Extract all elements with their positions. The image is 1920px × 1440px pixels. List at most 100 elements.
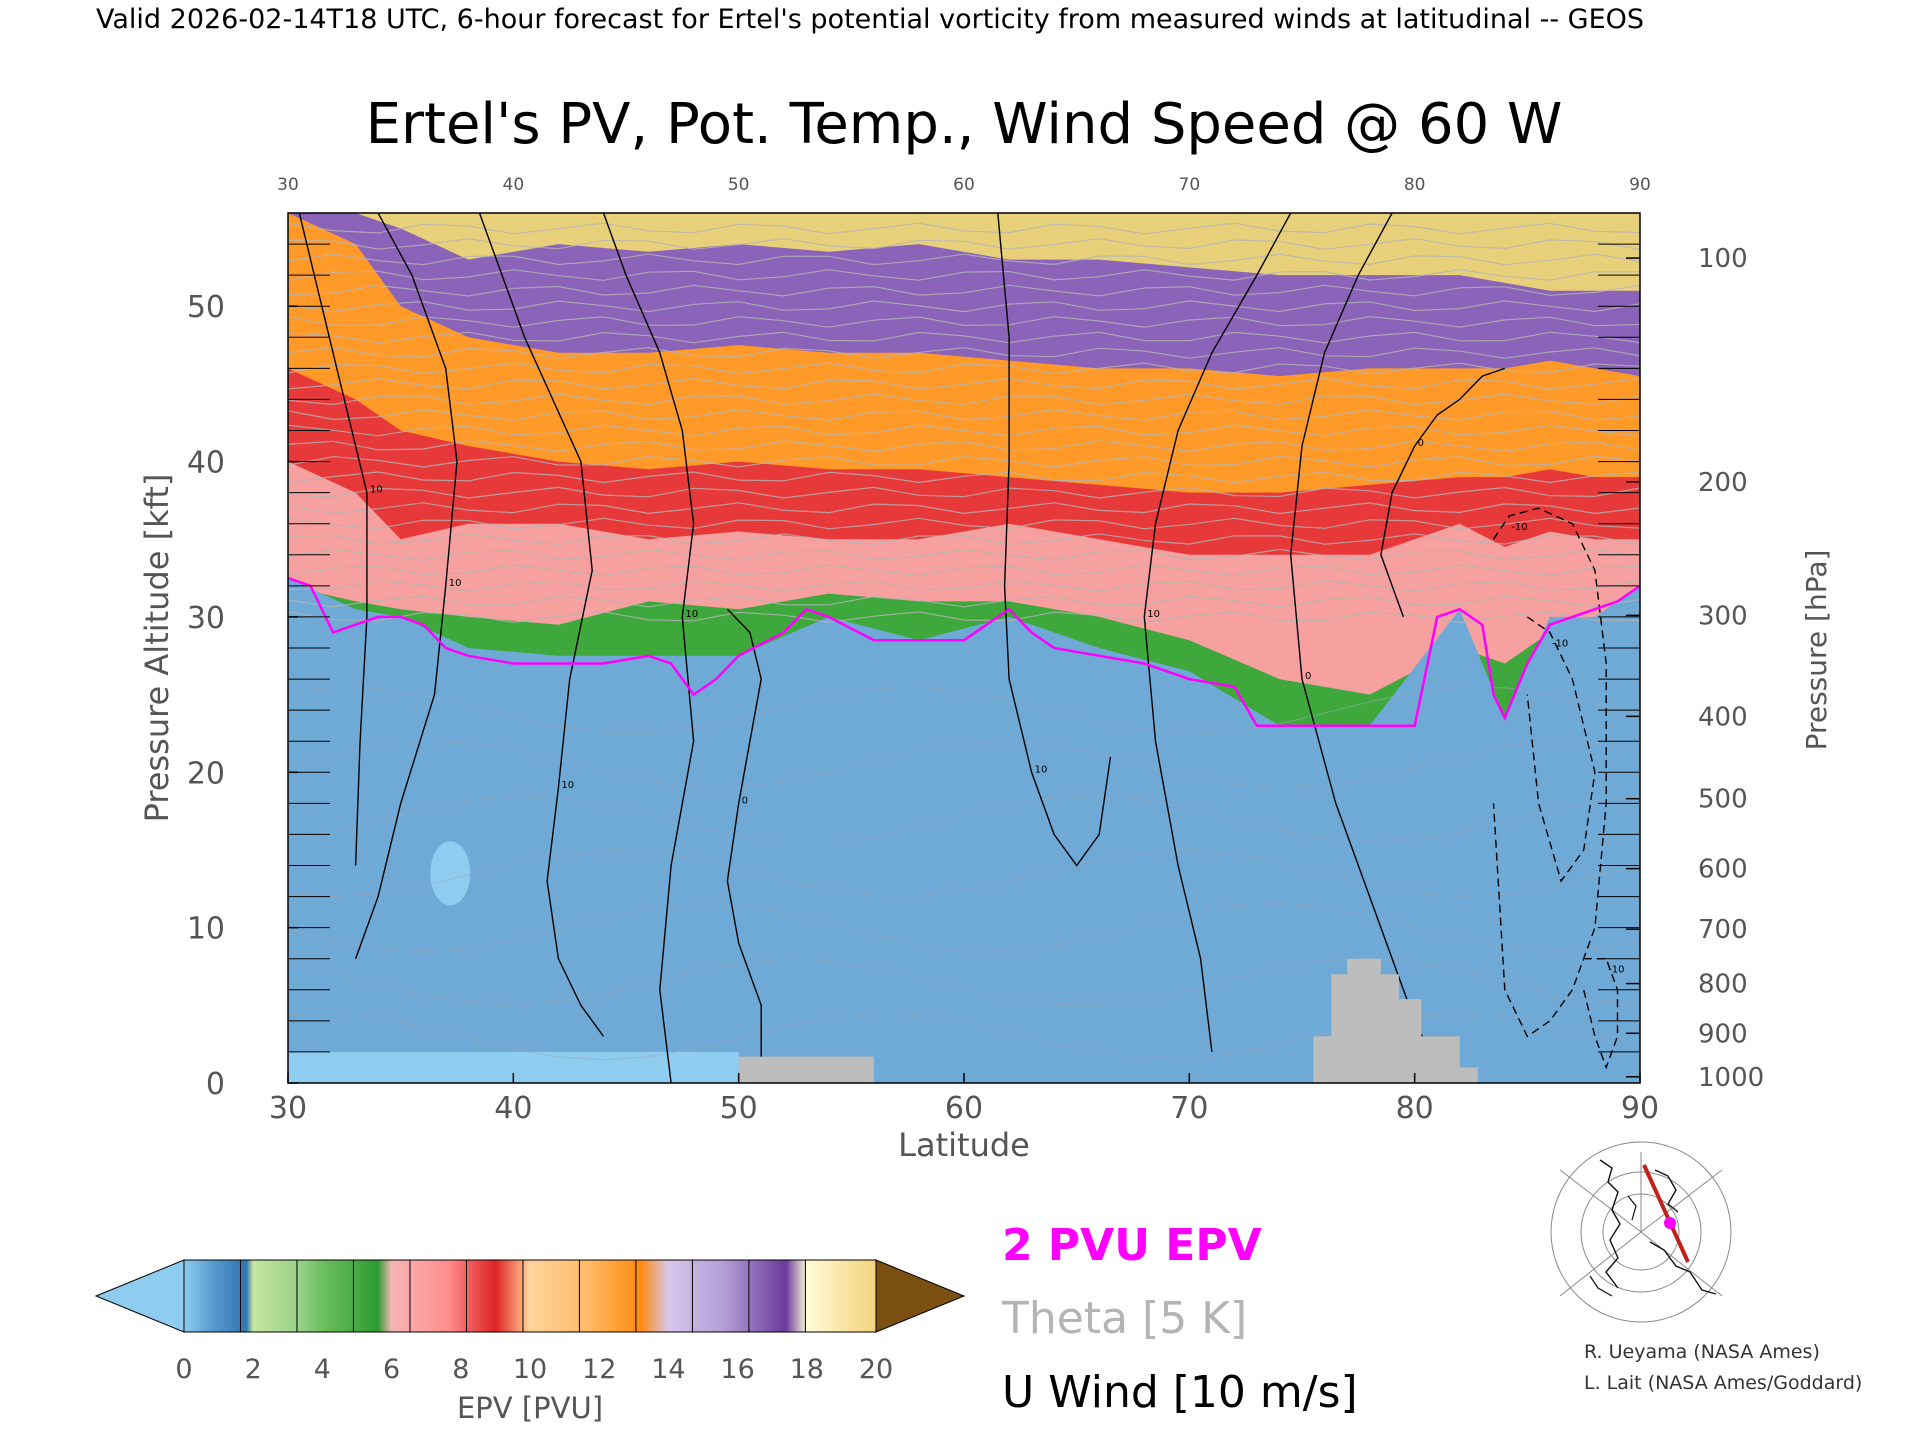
theta-contour bbox=[288, 408, 1640, 421]
pv2-line bbox=[288, 576, 1640, 727]
y-axis-label-right: Pressure [hPa] bbox=[1800, 550, 1833, 751]
axis-ticks: 3030404050506060707080809090010203040501… bbox=[187, 175, 1764, 1126]
epv-layer-blue bbox=[288, 578, 1640, 1083]
u-wind-negative-contour bbox=[1526, 616, 1596, 883]
u-wind-contour bbox=[354, 213, 458, 959]
terrain bbox=[738, 958, 1478, 1083]
u-wind-negative-label: -10 bbox=[1608, 965, 1624, 976]
theta-contour bbox=[288, 346, 1640, 359]
u-wind-negative-label: -10 bbox=[1552, 638, 1568, 649]
colorbar-tick-label: 16 bbox=[720, 1354, 754, 1385]
pressure-tick-label: 500 bbox=[1698, 785, 1748, 815]
u-wind-contour bbox=[602, 213, 695, 1083]
theta-contour bbox=[288, 284, 1640, 297]
polar-map-icon bbox=[1542, 1141, 1740, 1323]
y-tick-label: 10 bbox=[187, 912, 225, 947]
colorbar-tick-label: 2 bbox=[245, 1354, 262, 1385]
y-tick-label: 50 bbox=[187, 290, 225, 325]
colorbar-tick-label: 12 bbox=[582, 1354, 616, 1385]
pressure-tick-label: 200 bbox=[1698, 468, 1748, 498]
x-tick-label: 60 bbox=[945, 1091, 983, 1126]
colorbar-low-triangle bbox=[94, 1259, 185, 1333]
map-position-marker bbox=[1664, 1217, 1676, 1229]
x-tick-label: 40 bbox=[494, 1091, 532, 1126]
u-wind-contour-label: 10 bbox=[1035, 764, 1048, 775]
credit-line-1: R. Ueyama (NASA Ames) bbox=[1584, 1341, 1820, 1363]
x-axis-label: Latitude bbox=[898, 1126, 1030, 1164]
theta-contour bbox=[288, 595, 1640, 608]
colorbar-tick-label: 4 bbox=[314, 1354, 331, 1385]
theta-contour bbox=[288, 424, 1640, 437]
pressure-tick-label: 400 bbox=[1698, 702, 1748, 732]
x-top-tick-label: 60 bbox=[953, 175, 975, 195]
map-track bbox=[1642, 1164, 1690, 1263]
theta-contour bbox=[288, 440, 1640, 453]
theta-contour bbox=[288, 315, 1640, 328]
legend: 2 PVU EPV Theta [5 K] U Wind [10 m/s] bbox=[1001, 1220, 1358, 1418]
theta-contour bbox=[288, 611, 1640, 624]
x-top-tick-label: 30 bbox=[277, 175, 299, 195]
theta-contour bbox=[288, 502, 1640, 515]
x-tick-label: 30 bbox=[269, 1091, 307, 1126]
theta-contour bbox=[288, 300, 1640, 313]
theta-contour bbox=[288, 393, 1640, 406]
colorbar-label: EPV [PVU] bbox=[457, 1391, 603, 1425]
y-tick-label: 0 bbox=[206, 1067, 225, 1102]
theta-contour bbox=[288, 579, 1640, 592]
theta-contour bbox=[288, 517, 1640, 530]
theta-contour bbox=[288, 486, 1640, 499]
theta-contour bbox=[288, 222, 1640, 235]
colorbar-tick-label: 8 bbox=[452, 1354, 469, 1385]
x-tick-label: 70 bbox=[1170, 1091, 1208, 1126]
u-wind-contour bbox=[1289, 213, 1438, 1068]
u-wind-contour-label: 10 bbox=[685, 609, 698, 620]
u-wind-contour-label: 0 bbox=[742, 795, 748, 806]
u-wind-contour-label: 10 bbox=[1147, 609, 1160, 620]
colorbar-tick-label: 0 bbox=[175, 1354, 192, 1385]
y-tick-label: 40 bbox=[187, 446, 225, 481]
colorbar-tick-label: 20 bbox=[859, 1354, 893, 1385]
x-tick-label: 50 bbox=[720, 1091, 758, 1126]
colorbar-ticks: 0 2 4 6 8 10 12 14 16 18 20 bbox=[175, 1260, 893, 1385]
u-wind-contours: 10 10 10 0 10 10 10 0 0 -10 -10 -10 bbox=[298, 213, 1625, 1083]
y-tick-label: 30 bbox=[187, 601, 225, 636]
u-wind-contour bbox=[997, 213, 1112, 867]
x-top-tick-label: 50 bbox=[728, 175, 750, 195]
valid-header: Valid 2026-02-14T18 UTC, 6-hour forecast… bbox=[96, 4, 1644, 35]
colorbar-body bbox=[183, 1259, 877, 1333]
theta-contour bbox=[288, 331, 1640, 344]
credit-line-2: L. Lait (NASA Ames/Goddard) bbox=[1584, 1372, 1862, 1394]
y-axis-label-left: Pressure Altitude [kft] bbox=[138, 474, 176, 823]
x-tick-label: 80 bbox=[1396, 1091, 1434, 1126]
theta-contour bbox=[288, 377, 1640, 390]
pressure-tick-label: 100 bbox=[1698, 244, 1748, 274]
legend-u-wind: U Wind [10 m/s] bbox=[1002, 1367, 1358, 1418]
u-wind-contour bbox=[478, 213, 605, 1037]
x-top-tick-label: 70 bbox=[1179, 175, 1201, 195]
theta-contour bbox=[288, 269, 1640, 281]
theta-contour bbox=[288, 362, 1640, 375]
theta-contour bbox=[288, 533, 1640, 545]
epv-layers bbox=[288, 213, 1640, 1083]
theta-contour bbox=[288, 253, 1640, 266]
u-wind-contour-label: 10 bbox=[370, 485, 383, 496]
colorbar-tick-label: 18 bbox=[790, 1354, 824, 1385]
x-top-tick-label: 40 bbox=[503, 175, 525, 195]
terrain-block bbox=[1313, 958, 1478, 1083]
u-wind-contour bbox=[1143, 213, 1292, 1052]
u-wind-contour-label: 0 bbox=[1305, 671, 1311, 682]
u-wind-negative-label: -10 bbox=[1511, 522, 1527, 533]
epv-colorbar: 0 2 4 6 8 10 12 14 16 18 20 EPV [PVU] bbox=[94, 1259, 966, 1425]
x-top-tick-label: 80 bbox=[1404, 175, 1426, 195]
theta-contour bbox=[288, 238, 1640, 250]
low-pv-pocket bbox=[430, 841, 471, 906]
colorbar-tick-label: 6 bbox=[383, 1354, 400, 1385]
pressure-tick-label: 700 bbox=[1698, 915, 1748, 945]
colorbar-tick-label: 14 bbox=[651, 1354, 685, 1385]
y-tick-label: 20 bbox=[187, 756, 225, 791]
chart-title: Ertel's PV, Pot. Temp., Wind Speed @ 60 … bbox=[366, 92, 1563, 157]
u-wind-contour-label: 10 bbox=[449, 578, 462, 589]
theta-contour bbox=[288, 686, 1640, 734]
theta-contour bbox=[288, 740, 1640, 789]
